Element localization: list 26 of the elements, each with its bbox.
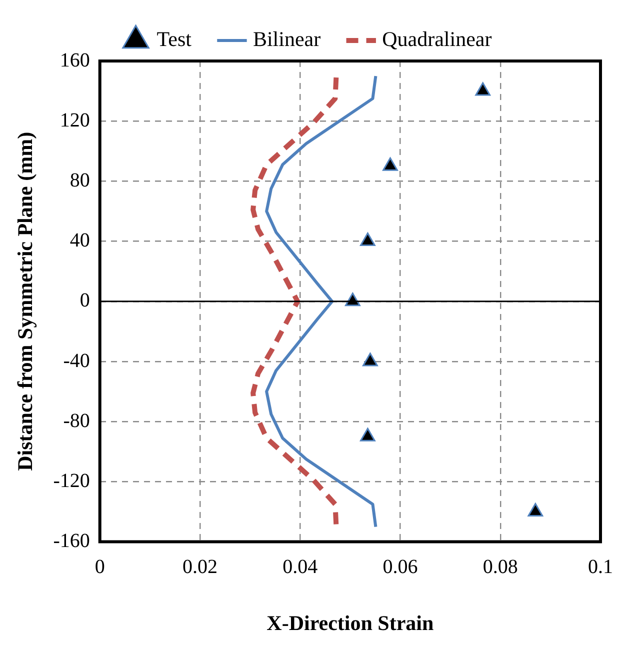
y-tick-label: -80	[63, 410, 90, 432]
x-tick-label: 0.06	[382, 556, 418, 578]
x-tick-label: 0.04	[282, 556, 318, 578]
point	[475, 82, 491, 96]
x-tick-label: 0.1	[588, 556, 613, 578]
y-tick-label: 80	[70, 169, 90, 192]
point	[382, 157, 398, 171]
y-tick-label: -160	[53, 530, 90, 552]
y-tick-label: -40	[63, 350, 90, 372]
x-axis-title: X-Direction Strain	[266, 610, 434, 635]
legend-label: Bilinear	[252, 27, 321, 52]
y-tick-label: -120	[53, 470, 90, 492]
legend-label: Quadralinear	[382, 27, 492, 52]
point	[362, 352, 378, 366]
y-tick-label: 120	[60, 109, 90, 132]
y-tick-label: 160	[60, 49, 90, 72]
y-tick-label: 40	[70, 230, 90, 252]
point	[528, 503, 544, 516]
y-tick-label: 0	[80, 290, 90, 312]
x-tick-label: 0.02	[182, 556, 218, 578]
x-tick-label: 0	[94, 556, 105, 578]
legend-label: Test	[156, 27, 192, 52]
x-tick-label: 0.08	[482, 556, 518, 578]
point	[360, 232, 376, 246]
point	[360, 428, 376, 442]
y-axis-title: Distance from Symmetric Plane (mm)	[13, 132, 38, 471]
